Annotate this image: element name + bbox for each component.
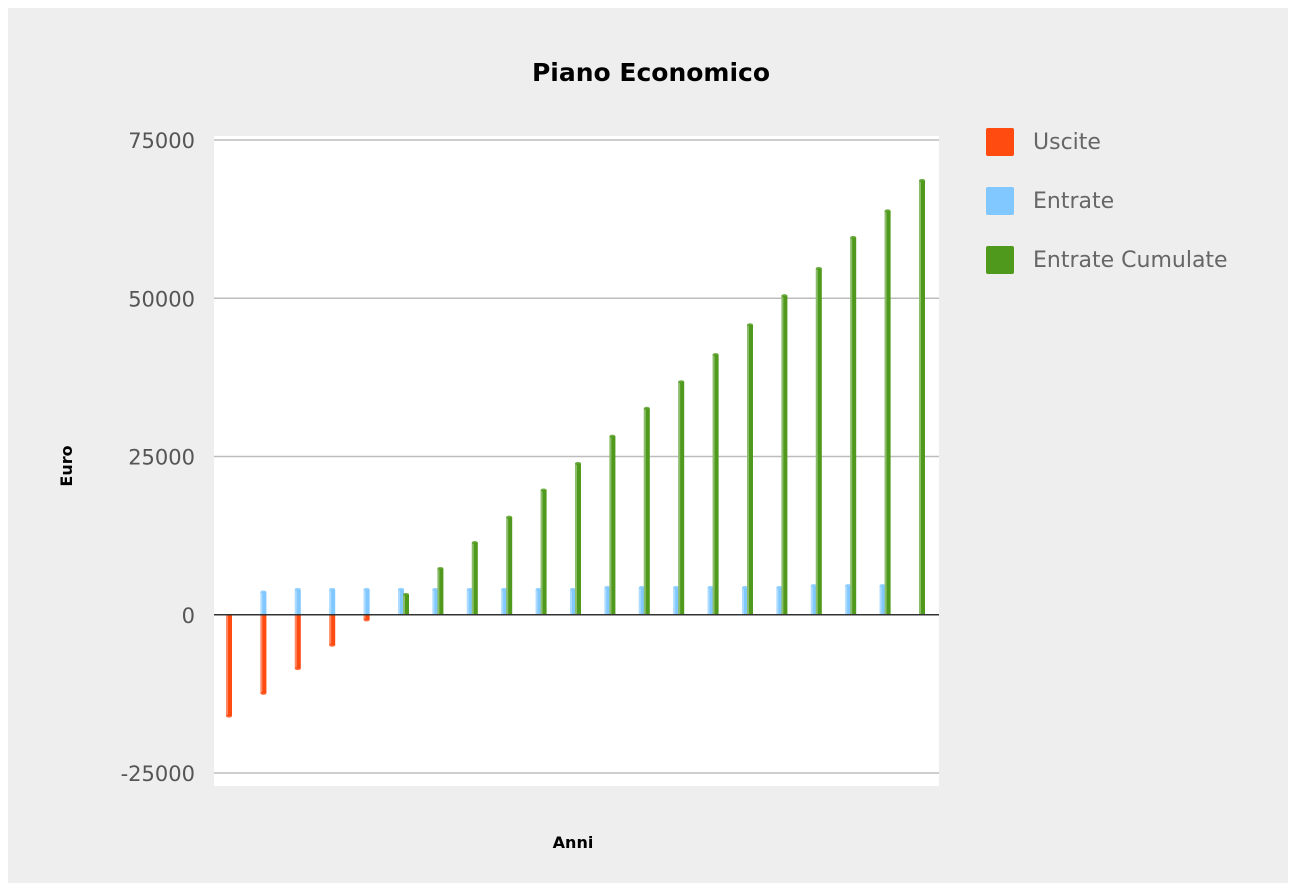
bar-entrate	[604, 585, 611, 615]
bar-entrate-cumulate	[437, 566, 444, 615]
bars	[226, 178, 925, 718]
bar-entrate	[742, 585, 748, 615]
y-tick-label: 50000	[128, 287, 195, 311]
plot-area	[214, 136, 939, 786]
bar-entrate	[638, 585, 645, 615]
bar-entrate	[570, 587, 576, 615]
legend-label: Entrate Cumulate	[1033, 248, 1228, 273]
y-tick-label: 0	[182, 604, 195, 628]
legend-swatch	[986, 246, 1014, 274]
bar-entrate	[535, 587, 542, 615]
bar-entrate	[294, 587, 301, 615]
bar-entrate-cumulate	[403, 592, 409, 615]
y-tick-label: 25000	[128, 446, 195, 470]
legend-label: Uscite	[1033, 130, 1101, 155]
chart-svg: Piano Economico 75000 50000 25000 0 -25000 E…	[57, 58, 1228, 852]
chart: Piano Economico 75000 50000 25000 0 -25000 E…	[8, 8, 1288, 883]
bar-entrate-cumulate	[575, 461, 581, 615]
x-axis-label: Anni	[553, 833, 594, 852]
bar-entrate-cumulate	[609, 434, 616, 615]
bar-uscite	[226, 614, 232, 718]
y-tick-label: 75000	[128, 129, 195, 153]
bar-entrate-cumulate	[919, 178, 925, 615]
y-axis-label: Euro	[57, 445, 76, 486]
bar-entrate	[398, 587, 404, 615]
chart-title: Piano Economico	[532, 58, 770, 87]
bar-entrate-cumulate	[712, 352, 719, 615]
bar-entrate	[776, 585, 783, 615]
bar-entrate	[260, 590, 267, 615]
bar-uscite	[329, 614, 336, 647]
bar-entrate-cumulate	[471, 540, 478, 615]
legend: Uscite Entrate Entrate Cumulate	[986, 128, 1228, 274]
bar-entrate	[363, 587, 370, 615]
bar-entrate	[810, 584, 817, 615]
y-tick-labels: 75000 50000 25000 0 -25000	[121, 129, 195, 786]
bar-entrate	[432, 587, 439, 615]
legend-swatch	[986, 128, 1014, 156]
bar-entrate	[466, 587, 473, 615]
bar-entrate	[329, 587, 336, 615]
legend-swatch	[986, 187, 1014, 215]
bar-entrate-cumulate	[850, 235, 857, 615]
bar-entrate-cumulate	[815, 266, 822, 615]
bar-uscite	[363, 614, 370, 622]
bar-entrate-cumulate	[781, 294, 788, 615]
bar-entrate-cumulate	[506, 515, 513, 615]
bar-entrate-cumulate	[747, 323, 753, 615]
bar-entrate-cumulate	[540, 488, 547, 615]
bar-entrate-cumulate	[884, 209, 891, 615]
bar-entrate	[707, 585, 714, 615]
bar-entrate	[501, 587, 508, 615]
bar-entrate	[845, 584, 852, 615]
y-tick-label: -25000	[121, 762, 195, 786]
legend-label: Entrate	[1033, 189, 1114, 214]
bar-uscite	[294, 614, 301, 671]
bar-entrate-cumulate	[643, 406, 650, 615]
bar-entrate	[673, 585, 680, 615]
bar-entrate	[879, 584, 886, 615]
bar-uscite	[260, 614, 267, 695]
bar-entrate-cumulate	[678, 380, 685, 615]
